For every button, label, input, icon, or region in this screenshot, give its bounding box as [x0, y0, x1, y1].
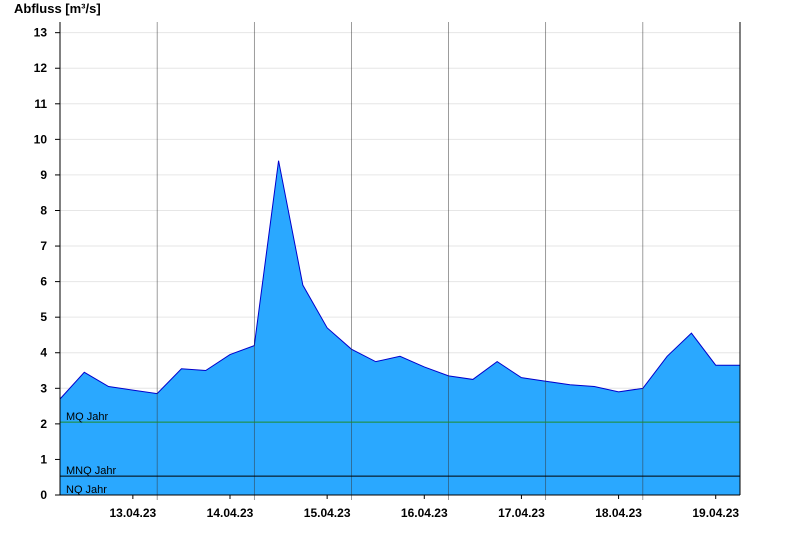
y-tick-label: 0 — [40, 488, 47, 502]
x-tick-label: 16.04.23 — [401, 506, 448, 520]
x-tick-label: 14.04.23 — [207, 506, 254, 520]
y-tick-label: 13 — [34, 26, 48, 40]
y-tick-label: 8 — [40, 203, 47, 217]
y-tick-label: 11 — [34, 97, 47, 111]
ref-label: MQ Jahr — [66, 411, 109, 423]
discharge-area — [60, 160, 740, 495]
x-tick-label: 18.04.23 — [595, 506, 642, 520]
x-tick-label: 19.04.23 — [692, 506, 739, 520]
discharge-line — [59, 160, 740, 400]
y-axis-label: Abfluss [m³/s] — [14, 1, 101, 16]
y-tick-label: 10 — [34, 132, 48, 146]
x-tick-label: 13.04.23 — [109, 506, 156, 520]
y-tick-label: 7 — [40, 239, 47, 253]
x-tick-label: 15.04.23 — [304, 506, 351, 520]
ref-label: NQ Jahr — [66, 484, 107, 496]
y-tick-label: 6 — [40, 275, 47, 289]
y-tick-label: 4 — [40, 346, 47, 360]
y-tick-label: 12 — [34, 61, 48, 75]
ref-label: MNQ Jahr — [66, 465, 116, 477]
y-tick-label: 5 — [40, 310, 47, 324]
x-tick-label: 17.04.23 — [498, 506, 545, 520]
y-tick-label: 2 — [40, 417, 47, 431]
y-tick-label: 1 — [40, 452, 47, 466]
y-tick-label: 9 — [40, 168, 47, 182]
y-tick-label: 3 — [40, 381, 47, 395]
